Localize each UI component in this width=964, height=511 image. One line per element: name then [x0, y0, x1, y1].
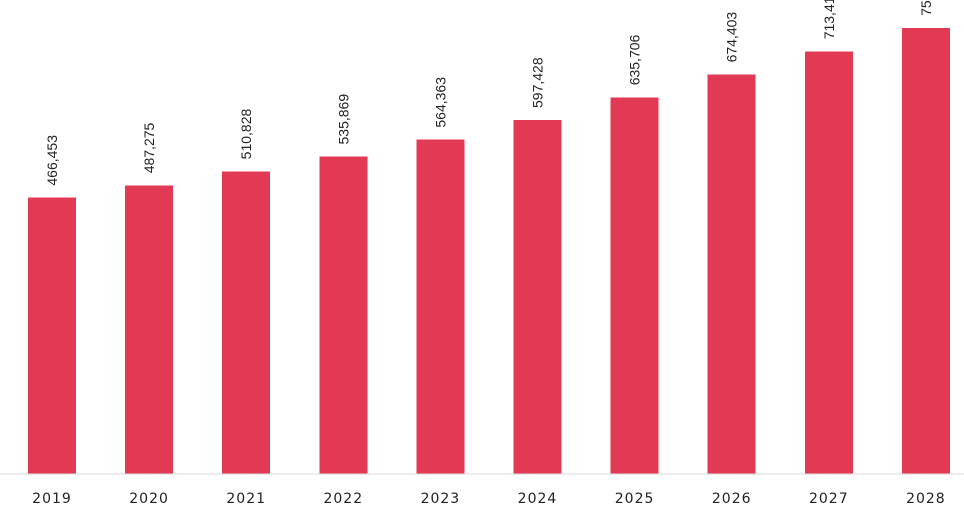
data-label-2021: 510,828	[238, 108, 254, 159]
bar-2024	[513, 120, 562, 474]
data-label-2022: 535,869	[335, 94, 351, 145]
bars-layer	[28, 27, 950, 475]
x-tick-2021: 2021	[226, 491, 266, 507]
data-label-2026: 674,403	[724, 12, 740, 63]
bar-2027	[804, 51, 853, 475]
bar-2025	[610, 97, 659, 475]
x-tick-2020: 2020	[129, 491, 169, 507]
x-tick-2023: 2023	[421, 491, 461, 507]
data-label-2020: 487,275	[141, 122, 157, 173]
x-tick-labels-layer: 2019 2020 2021 2022 2023 2024 2025 2026 2027 2028	[32, 491, 946, 507]
bar-2028	[901, 27, 950, 475]
x-tick-2022: 2022	[323, 491, 363, 507]
data-label-2027: 713,416	[821, 0, 837, 39]
bar-2021	[222, 171, 271, 475]
x-tick-2027: 2027	[809, 491, 849, 507]
data-label-2024: 597,428	[530, 57, 546, 108]
data-label-2019: 466,453	[44, 135, 60, 186]
x-tick-2025: 2025	[615, 491, 655, 507]
bar-2022	[319, 156, 368, 474]
bar-2020	[125, 185, 174, 475]
bar-2026	[707, 74, 756, 475]
data-labels-layer: 466,453 487,275 510,828 535,869 564,363 597,4…	[44, 0, 934, 186]
data-label-2028: 752,832	[918, 0, 934, 16]
data-label-2025: 635,706	[627, 34, 643, 85]
bar-2019	[28, 197, 76, 474]
x-tick-2019: 2019	[32, 491, 72, 507]
x-tick-2026: 2026	[712, 491, 752, 507]
data-label-2023: 564,363	[432, 77, 448, 128]
x-tick-2028: 2028	[906, 491, 946, 507]
bar-2023	[416, 139, 465, 474]
x-tick-2024: 2024	[518, 491, 558, 507]
